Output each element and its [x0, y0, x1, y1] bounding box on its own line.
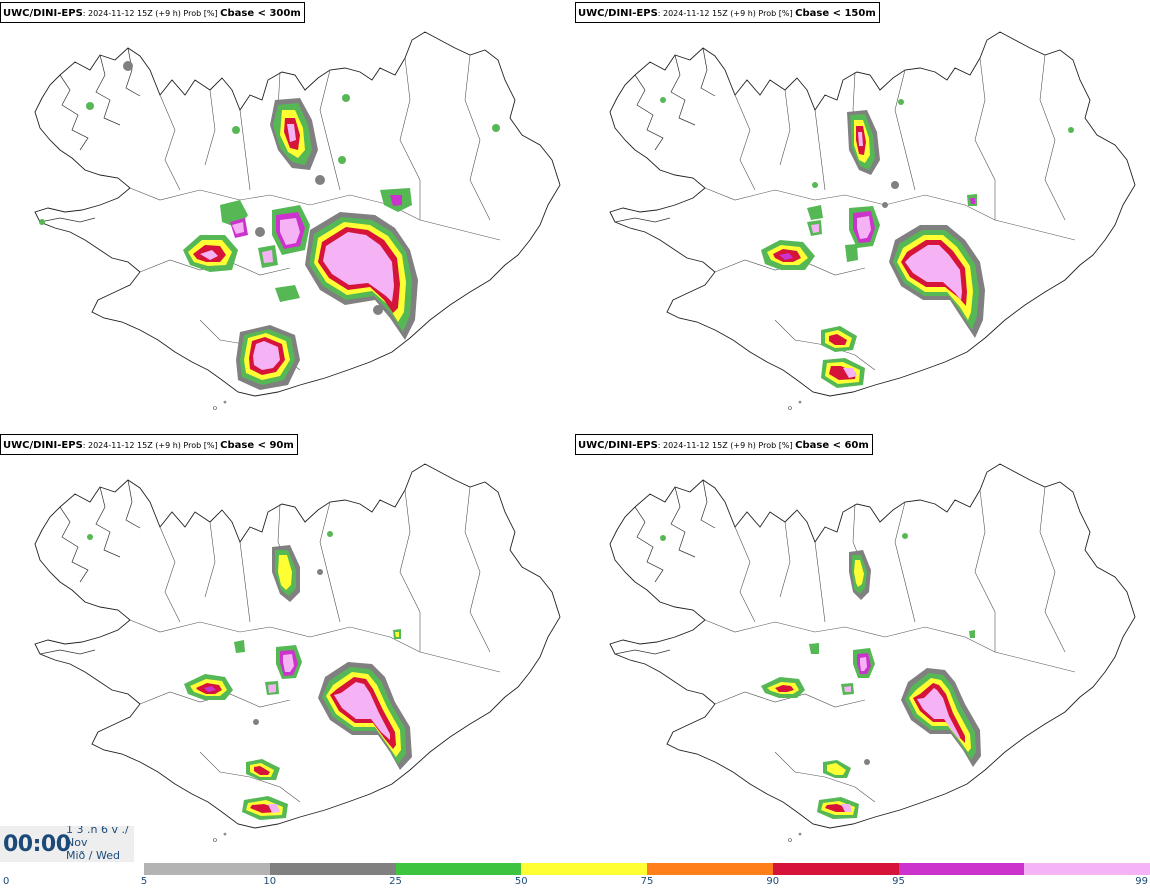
valid-date-month: Nov	[66, 836, 88, 849]
panel-title: UWC/DINI-EPS: 2024-11-12 15Z (+9 h) Prob…	[575, 2, 880, 23]
prob-area-south	[817, 760, 859, 819]
prob-area-south	[236, 325, 300, 390]
prob-scatter	[87, 531, 333, 725]
colorbar-segment	[647, 863, 774, 875]
valid-date-weekday: Mið / Wed	[66, 849, 120, 862]
prob-area-west	[184, 640, 302, 700]
probability-colorbar	[144, 863, 1150, 875]
colorbar-segment	[898, 863, 1025, 875]
prob-area-central	[901, 630, 981, 767]
colorbar-segment	[1024, 863, 1150, 875]
prob-area-west	[183, 200, 310, 302]
colorbar-segment	[395, 863, 522, 875]
colorbar-tick-label: 0	[3, 876, 10, 887]
colorbar-tick-label: 25	[389, 876, 402, 887]
prob-scatter	[660, 533, 908, 765]
prob-area-west	[761, 643, 875, 698]
probability-map	[34, 463, 561, 842]
run-meta: : 2024-11-12 15Z (+9 h) Prob [%]	[82, 9, 221, 18]
probability-map	[609, 463, 1136, 842]
map-panel-150m: UWC/DINI-EPS: 2024-11-12 15Z (+9 h) Prob…	[575, 0, 1150, 430]
parameter-label: Cbase < 90m	[220, 440, 294, 451]
prob-area-south	[242, 759, 288, 820]
prob-area-central	[889, 194, 985, 338]
map-panel-60m: UWC/DINI-EPS: 2024-11-12 15Z (+9 h) Prob…	[575, 432, 1150, 862]
valid-time-clock: 00:00	[3, 832, 71, 857]
prob-area-north	[272, 545, 300, 602]
probability-map	[609, 31, 1136, 410]
valid-time-box: 00:00 1 3 .n 6 v ./ Nov Mið / Wed	[0, 826, 134, 862]
prob-area-central	[318, 629, 412, 770]
run-meta: : 2024-11-12 15Z (+9 h) Prob [%]	[82, 441, 221, 450]
colorbar-tick-label: 90	[766, 876, 780, 887]
prob-scatter	[39, 61, 500, 315]
map-panel-300m: UWC/DINI-EPS: 2024-11-12 15Z (+9 h) Prob…	[0, 0, 575, 430]
prob-area-west	[761, 205, 880, 270]
colorbar-segment	[144, 863, 271, 875]
model-name: UWC/DINI-EPS	[578, 440, 658, 451]
panel-title: UWC/DINI-EPS: 2024-11-12 15Z (+9 h) Prob…	[0, 434, 298, 455]
prob-area-north	[847, 110, 880, 175]
parameter-label: Cbase < 150m	[795, 8, 876, 19]
colorbar-segment	[269, 863, 396, 875]
model-name: UWC/DINI-EPS	[3, 440, 83, 451]
colorbar-tick-label: 95	[892, 876, 905, 887]
panel-title: UWC/DINI-EPS: 2024-11-12 15Z (+9 h) Prob…	[575, 434, 873, 455]
colorbar-tick-label: 75	[640, 876, 654, 887]
colorbar-segment	[772, 863, 899, 875]
parameter-label: Cbase < 60m	[795, 440, 869, 451]
valid-date-line1: 1 3 .n 6 v ./	[66, 826, 129, 836]
probability-map	[34, 31, 561, 410]
prob-area-south	[821, 326, 865, 388]
prob-area-central	[305, 188, 418, 340]
map-panel-90m: UWC/DINI-EPS: 2024-11-12 15Z (+9 h) Prob…	[0, 432, 575, 862]
valid-date: 1 3 .n 6 v ./ Nov Mið / Wed	[66, 826, 129, 862]
colorbar-tick-label: 50	[514, 876, 528, 887]
run-meta: : 2024-11-12 15Z (+9 h) Prob [%]	[657, 9, 796, 18]
prob-area-north	[270, 98, 318, 170]
prob-area-north	[849, 550, 871, 600]
model-name: UWC/DINI-EPS	[3, 8, 83, 19]
run-meta: : 2024-11-12 15Z (+9 h) Prob [%]	[657, 441, 796, 450]
colorbar-segment	[521, 863, 648, 875]
colorbar-tick-label: 99	[1135, 876, 1148, 887]
model-name: UWC/DINI-EPS	[578, 8, 658, 19]
colorbar-tick-label: 10	[263, 876, 277, 887]
colorbar-tick-label: 5	[140, 876, 148, 887]
parameter-label: Cbase < 300m	[220, 8, 301, 19]
panel-title: UWC/DINI-EPS: 2024-11-12 15Z (+9 h) Prob…	[0, 2, 305, 23]
prob-scatter	[660, 97, 1074, 208]
